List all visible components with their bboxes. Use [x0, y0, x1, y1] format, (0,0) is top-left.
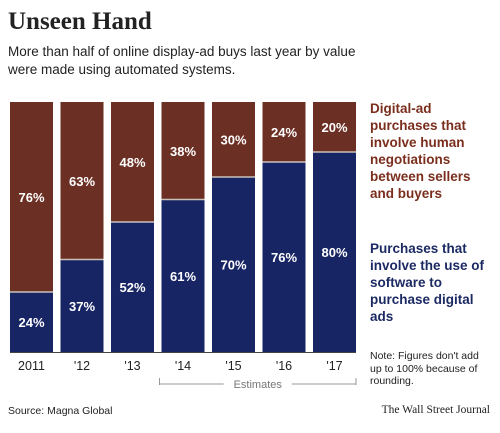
x-tick-label-3: '14 [175, 359, 191, 373]
data-label-human-0: 76% [18, 190, 44, 205]
bar-human-0 [10, 102, 53, 292]
bar-software-0 [10, 292, 53, 352]
bar-human-4 [212, 102, 255, 177]
data-label-software-5: 76% [271, 250, 297, 265]
data-label-software-1: 37% [69, 299, 95, 314]
data-label-software-0: 24% [18, 315, 44, 330]
data-label-human-5: 24% [271, 125, 297, 140]
source-line: Source: Magna Global [8, 405, 113, 417]
chart-subtitle: More than half of online display-ad buys… [8, 44, 356, 77]
data-label-software-4: 70% [220, 258, 246, 273]
publisher-credit: The Wall Street Journal [381, 404, 490, 416]
data-label-software-6: 80% [321, 245, 347, 260]
data-label-human-4: 30% [220, 133, 246, 148]
x-tick-label-6: '17 [326, 359, 342, 373]
estimates-annotation: Estimates [234, 379, 283, 391]
footnote: Note: Figures don't add up to 100% becau… [370, 350, 479, 387]
bar-software-2 [111, 222, 154, 352]
x-tick-label-1: '12 [74, 359, 90, 373]
bar-software-6 [313, 152, 356, 352]
data-label-human-3: 38% [170, 144, 196, 159]
bar-human-3 [161, 102, 205, 200]
bar-software-3 [161, 199, 205, 352]
x-tick-label-5: '16 [276, 359, 292, 373]
legend-human-negotiation: Digital-ad purchases that involve human … [370, 101, 471, 201]
bar-human-5 [262, 102, 306, 162]
bar-human-6 [313, 102, 356, 152]
x-tick-label-0: 2011 [18, 359, 45, 373]
bar-human-2 [111, 102, 154, 222]
chart-title: Unseen Hand [8, 8, 152, 35]
data-label-software-2: 52% [119, 280, 145, 295]
bar-human-1 [60, 102, 104, 260]
data-label-human-6: 20% [321, 120, 347, 135]
x-tick-label-2: '13 [124, 359, 140, 373]
data-label-human-2: 48% [119, 155, 145, 170]
bar-software-5 [262, 162, 306, 352]
x-tick-label-4: '15 [225, 359, 241, 373]
legend-software-purchases: Purchases that involve the use of softwa… [370, 241, 485, 324]
bar-software-4 [212, 177, 255, 352]
bar-software-1 [60, 259, 104, 352]
data-label-software-3: 61% [170, 269, 196, 284]
data-label-human-1: 63% [69, 174, 95, 189]
